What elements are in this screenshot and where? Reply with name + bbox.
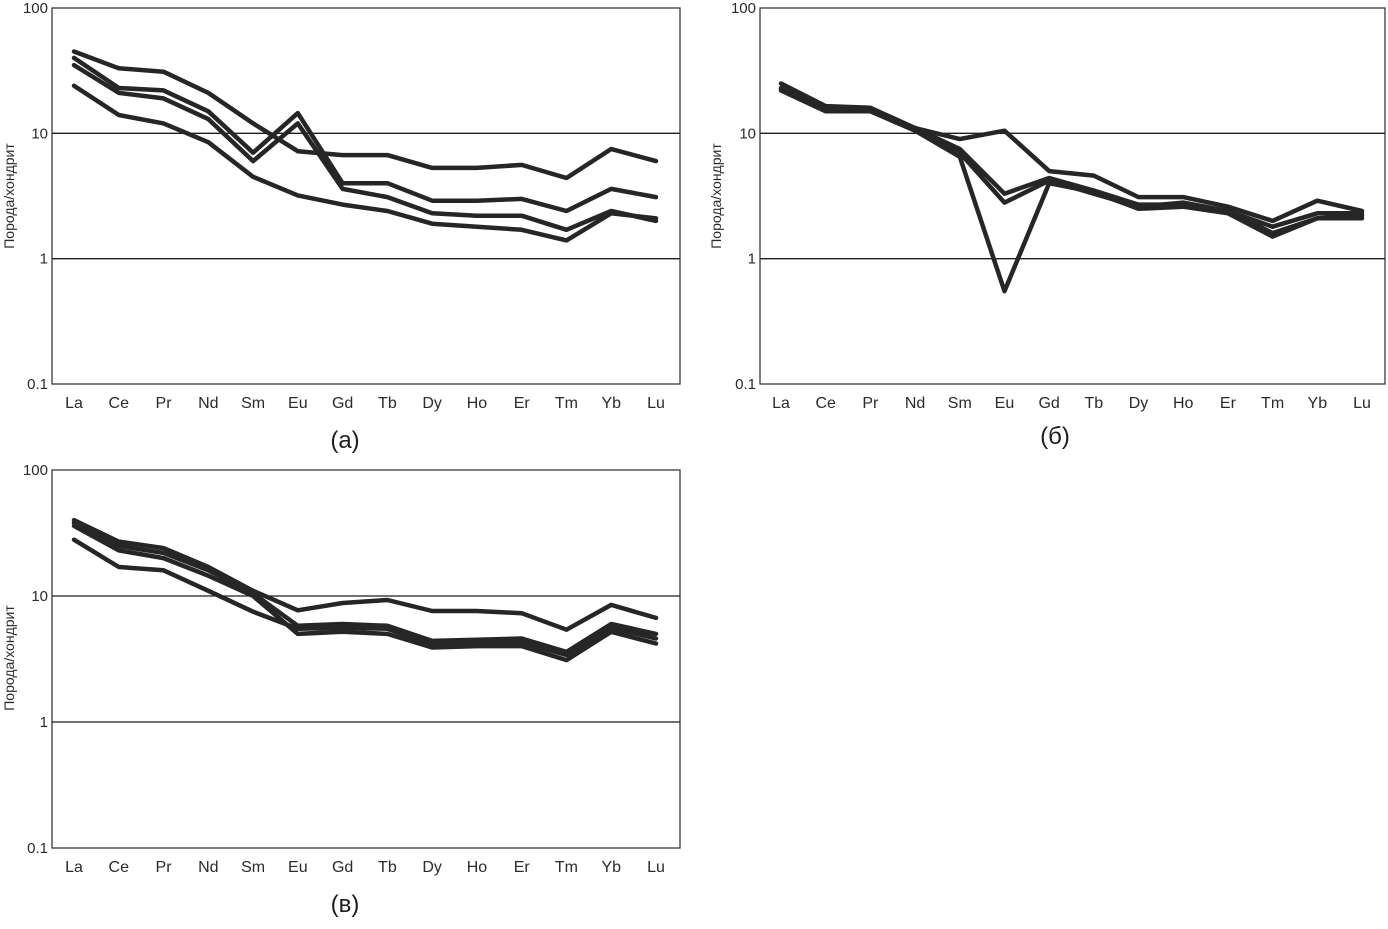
y-tick-label: 1 [748,251,756,268]
x-tick-label-ce: Ce [815,395,836,412]
x-tick-label-nd: Nd [198,395,218,412]
x-tick-label-ce: Ce [109,395,130,412]
x-tick-label-lu: Lu [647,395,665,412]
panel-label: (б) [1040,423,1070,450]
y-tick-label: 0.1 [27,376,48,393]
y-tick-label: 0.1 [27,840,48,857]
x-tick-label-sm: Sm [241,395,265,412]
x-tick-label-eu: Eu [995,395,1015,412]
x-tick-label-yb: Yb [601,395,621,412]
series-line-2 [71,55,659,214]
x-tick-label-tb: Tb [1085,395,1104,412]
x-tick-label-ho: Ho [467,395,488,412]
x-tick-label-er: Er [514,395,531,412]
x-tick-label-eu: Eu [288,395,308,412]
x-tick-label-tb: Tb [378,859,397,876]
x-tick-label-ho: Ho [1173,395,1194,412]
series-line-1 [71,517,659,632]
x-tick-label-tb: Tb [378,395,397,412]
x-tick-label-ce: Ce [109,859,130,876]
y-tick-label: 0.1 [735,376,756,393]
x-tick-label-yb: Yb [1308,395,1328,412]
x-tick-label-la: La [772,395,790,412]
y-tick-label: 10 [31,588,48,605]
x-tick-label-tm: Tm [555,859,578,876]
x-tick-label-la: La [65,395,83,412]
x-tick-label-dy: Dy [1129,395,1149,412]
plot-frame [51,7,681,385]
plot-frame [759,7,1386,385]
x-tick-label-la: La [65,859,83,876]
x-tick-label-ho: Ho [467,859,488,876]
x-tick-label-nd: Nd [198,859,218,876]
x-tick-label-tm: Tm [1261,395,1284,412]
y-axis-label: Порода/хондрит [708,143,724,249]
y-tick-label: 100 [731,0,756,17]
y-axis-label: Порода/хондрит [1,143,17,249]
series-line-1 [71,49,659,181]
panel-label: (в) [331,891,360,918]
x-tick-label-sm: Sm [241,859,265,876]
x-tick-label-er: Er [1220,395,1237,412]
x-tick-label-gd: Gd [332,859,353,876]
x-tick-label-tm: Tm [555,395,578,412]
x-tick-label-gd: Gd [1038,395,1059,412]
series-line-3 [778,88,1365,294]
x-tick-label-er: Er [514,859,531,876]
chart-panel-2: 0.1 1 10 100 La Ce Pr Nd Sm Eu Gd Tb Dy Ho Er Tm Yb Lu Пор… [708,0,1386,450]
chart-panel-3: 0.1 1 10 100 La Ce Pr Nd Sm Eu Gd Tb Dy Ho Er Tm Yb Lu Пор… [1,462,681,918]
series-line-4 [778,86,1365,229]
y-tick-label: 10 [739,125,756,142]
series-line-3 [71,62,659,233]
x-tick-label-dy: Dy [422,395,442,412]
x-tick-label-lu: Lu [1353,395,1371,412]
y-tick-label: 100 [23,0,48,17]
series-line-4 [71,537,659,658]
series-line-3 [71,523,659,663]
x-tick-label-eu: Eu [288,859,308,876]
panel-label: (а) [330,427,359,454]
x-tick-label-pr: Pr [156,395,173,412]
x-tick-label-pr: Pr [862,395,879,412]
series-line-4 [71,83,659,243]
x-tick-label-yb: Yb [601,859,621,876]
y-tick-label: 100 [23,462,48,479]
y-tick-label: 1 [40,714,48,731]
x-tick-label-sm: Sm [948,395,972,412]
y-tick-label: 10 [31,125,48,142]
x-tick-label-lu: Lu [647,859,665,876]
y-axis-label: Порода/хондрит [1,605,17,711]
plot-frame [51,469,681,849]
chart-panel-1: 0.1 1 10 100 La Ce Pr Nd Sm Eu Gd Tb Dy Ho Er Tm Yb Lu Пор… [1,0,681,454]
x-tick-label-pr: Pr [156,859,173,876]
series-line-2 [71,520,659,655]
x-tick-label-gd: Gd [332,395,353,412]
series-line-1 [778,81,1365,224]
x-tick-label-dy: Dy [422,859,442,876]
y-tick-label: 1 [40,251,48,268]
x-tick-label-nd: Nd [905,395,925,412]
